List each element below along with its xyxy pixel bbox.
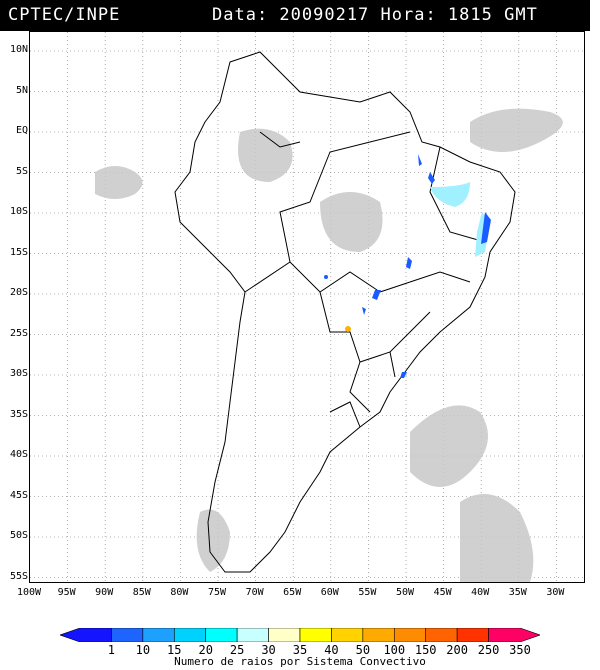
color-legend-bar bbox=[60, 628, 540, 642]
legend-tick-label: 35 bbox=[292, 643, 308, 657]
lat-tick-label: 35S bbox=[9, 408, 28, 420]
lon-tick-label: 85W bbox=[132, 587, 151, 598]
lat-tick-label: 30S bbox=[9, 368, 28, 379]
lon-tick-label: 75W bbox=[207, 587, 227, 598]
lon-tick-label: 95W bbox=[57, 587, 76, 598]
legend-swatch bbox=[331, 628, 364, 642]
lightning-marker bbox=[324, 275, 328, 279]
lon-tick-label: 55W bbox=[358, 587, 377, 598]
lat-tick-label: 5S bbox=[15, 165, 28, 177]
legend-tick-label: 10 bbox=[135, 643, 151, 657]
map-panel bbox=[29, 31, 586, 584]
lon-tick-label: 40W bbox=[471, 587, 490, 598]
legend-tick-label: 20 bbox=[198, 643, 213, 657]
lat-tick-label: 25S bbox=[9, 327, 28, 339]
lightning-clusters bbox=[324, 154, 491, 378]
legend-swatch bbox=[173, 628, 207, 642]
lon-tick-label: 65W bbox=[283, 587, 302, 598]
lon-tick-label: 30W bbox=[546, 587, 565, 598]
lat-tick-label: EQ bbox=[15, 125, 28, 136]
legend-tick-label: 25 bbox=[229, 643, 245, 657]
legend-tick-label: 150 bbox=[414, 643, 437, 657]
legend-swatch bbox=[488, 628, 540, 642]
lon-tick-label: 70W bbox=[245, 587, 264, 598]
header-bar: CPTEC/INPE Data: 20090217 Hora: 1815 GMT bbox=[0, 0, 590, 31]
legend-swatch bbox=[60, 628, 112, 642]
lon-tick-label: 50W bbox=[395, 587, 415, 598]
lat-tick-label: 5N bbox=[15, 84, 28, 96]
legend-swatch bbox=[393, 628, 427, 642]
south-america-outline bbox=[174, 51, 516, 573]
legend-swatch bbox=[456, 628, 489, 642]
legend-swatch bbox=[268, 628, 301, 642]
lon-tick-label: 45W bbox=[433, 587, 452, 598]
legend-swatch bbox=[236, 628, 269, 642]
legend-tick-label: 350 bbox=[509, 643, 531, 657]
lat-tick-label: 10S bbox=[9, 206, 28, 217]
lightning-marker bbox=[430, 182, 470, 207]
legend-swatch bbox=[142, 628, 175, 642]
lat-tick-label: 40S bbox=[9, 449, 28, 460]
graticule bbox=[30, 32, 586, 584]
legend-swatch bbox=[425, 628, 458, 642]
lightning-marker bbox=[400, 372, 407, 378]
lon-tick-label: 35W bbox=[508, 587, 527, 598]
lon-tick-label: 100W bbox=[16, 587, 42, 598]
lightning-marker bbox=[428, 172, 435, 184]
date-time-stamp: Data: 20090217 Hora: 1815 GMT bbox=[212, 5, 538, 25]
legend-tick-label: 250 bbox=[477, 643, 500, 657]
lightning-marker bbox=[418, 154, 422, 166]
legend-tick-label: 50 bbox=[355, 643, 371, 657]
map-canvas bbox=[30, 32, 586, 584]
legend-caption: Numero de raios por Sistema Convectivo bbox=[174, 655, 426, 668]
legend-swatch bbox=[111, 628, 144, 642]
legend-tick-label: 30 bbox=[261, 643, 276, 657]
legend-tick-label: 1 bbox=[107, 643, 116, 657]
lon-tick-label: 60W bbox=[320, 587, 339, 598]
legend-swatch bbox=[205, 628, 238, 642]
lon-tick-label: 80W bbox=[170, 587, 189, 598]
lightning-marker bbox=[345, 326, 351, 332]
lat-tick-label: 20S bbox=[9, 287, 28, 298]
lightning-marker bbox=[372, 290, 381, 300]
legend-tick-label: 40 bbox=[324, 643, 339, 657]
lat-tick-label: 55S bbox=[9, 570, 28, 582]
lightning-marker bbox=[362, 307, 366, 315]
cloud-cover bbox=[95, 108, 563, 582]
lon-tick-label: 90W bbox=[95, 587, 114, 598]
legend-tick-label: 200 bbox=[446, 643, 468, 657]
lat-tick-label: 10N bbox=[9, 44, 28, 55]
lat-tick-label: 45S bbox=[9, 489, 28, 501]
lat-tick-label: 50S bbox=[9, 530, 28, 541]
lat-tick-label: 15S bbox=[9, 246, 28, 258]
legend-tick-label: 15 bbox=[167, 643, 182, 657]
lightning-marker bbox=[406, 257, 412, 269]
header-title: CPTEC/INPE bbox=[8, 5, 121, 25]
legend-swatch bbox=[362, 628, 395, 642]
legend-swatch bbox=[299, 628, 332, 642]
legend-tick-label: 100 bbox=[383, 643, 406, 657]
lightning-marker bbox=[481, 212, 491, 244]
